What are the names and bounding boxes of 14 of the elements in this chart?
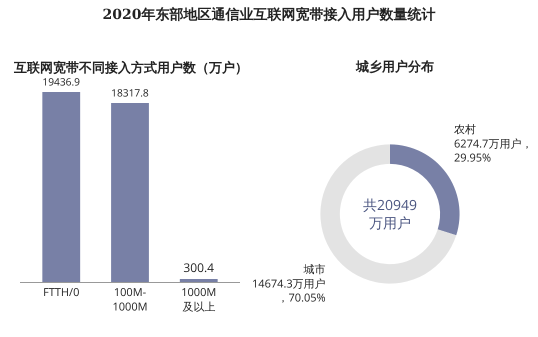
chart-subtitle: 互联网宽带不同接入方式用户数（万户） — [13, 60, 248, 76]
slice-label: 农村 — [454, 122, 476, 137]
data-label: 19436.9 — [42, 74, 80, 89]
x-tick-label: 1000M及以上 — [181, 285, 216, 314]
data-label: 14674.3万用户，70.05% — [252, 276, 326, 306]
text: 2020年东部地区通信业互联网宽带接入用户数量统计 — [102, 6, 436, 24]
slice-label: 城市 — [302, 262, 326, 277]
text: 共20949万用户 — [363, 196, 418, 234]
data-label: 6274.7万用户，29.95% — [454, 136, 532, 166]
data-label: 300.4 — [183, 259, 214, 276]
x-tick-label: FTTH/0 — [43, 285, 80, 300]
data-label: 18317.8 — [111, 86, 149, 100]
chart-title: 城乡用户分布 — [355, 59, 434, 75]
x-tick-label: 100M-1000M — [112, 285, 148, 314]
